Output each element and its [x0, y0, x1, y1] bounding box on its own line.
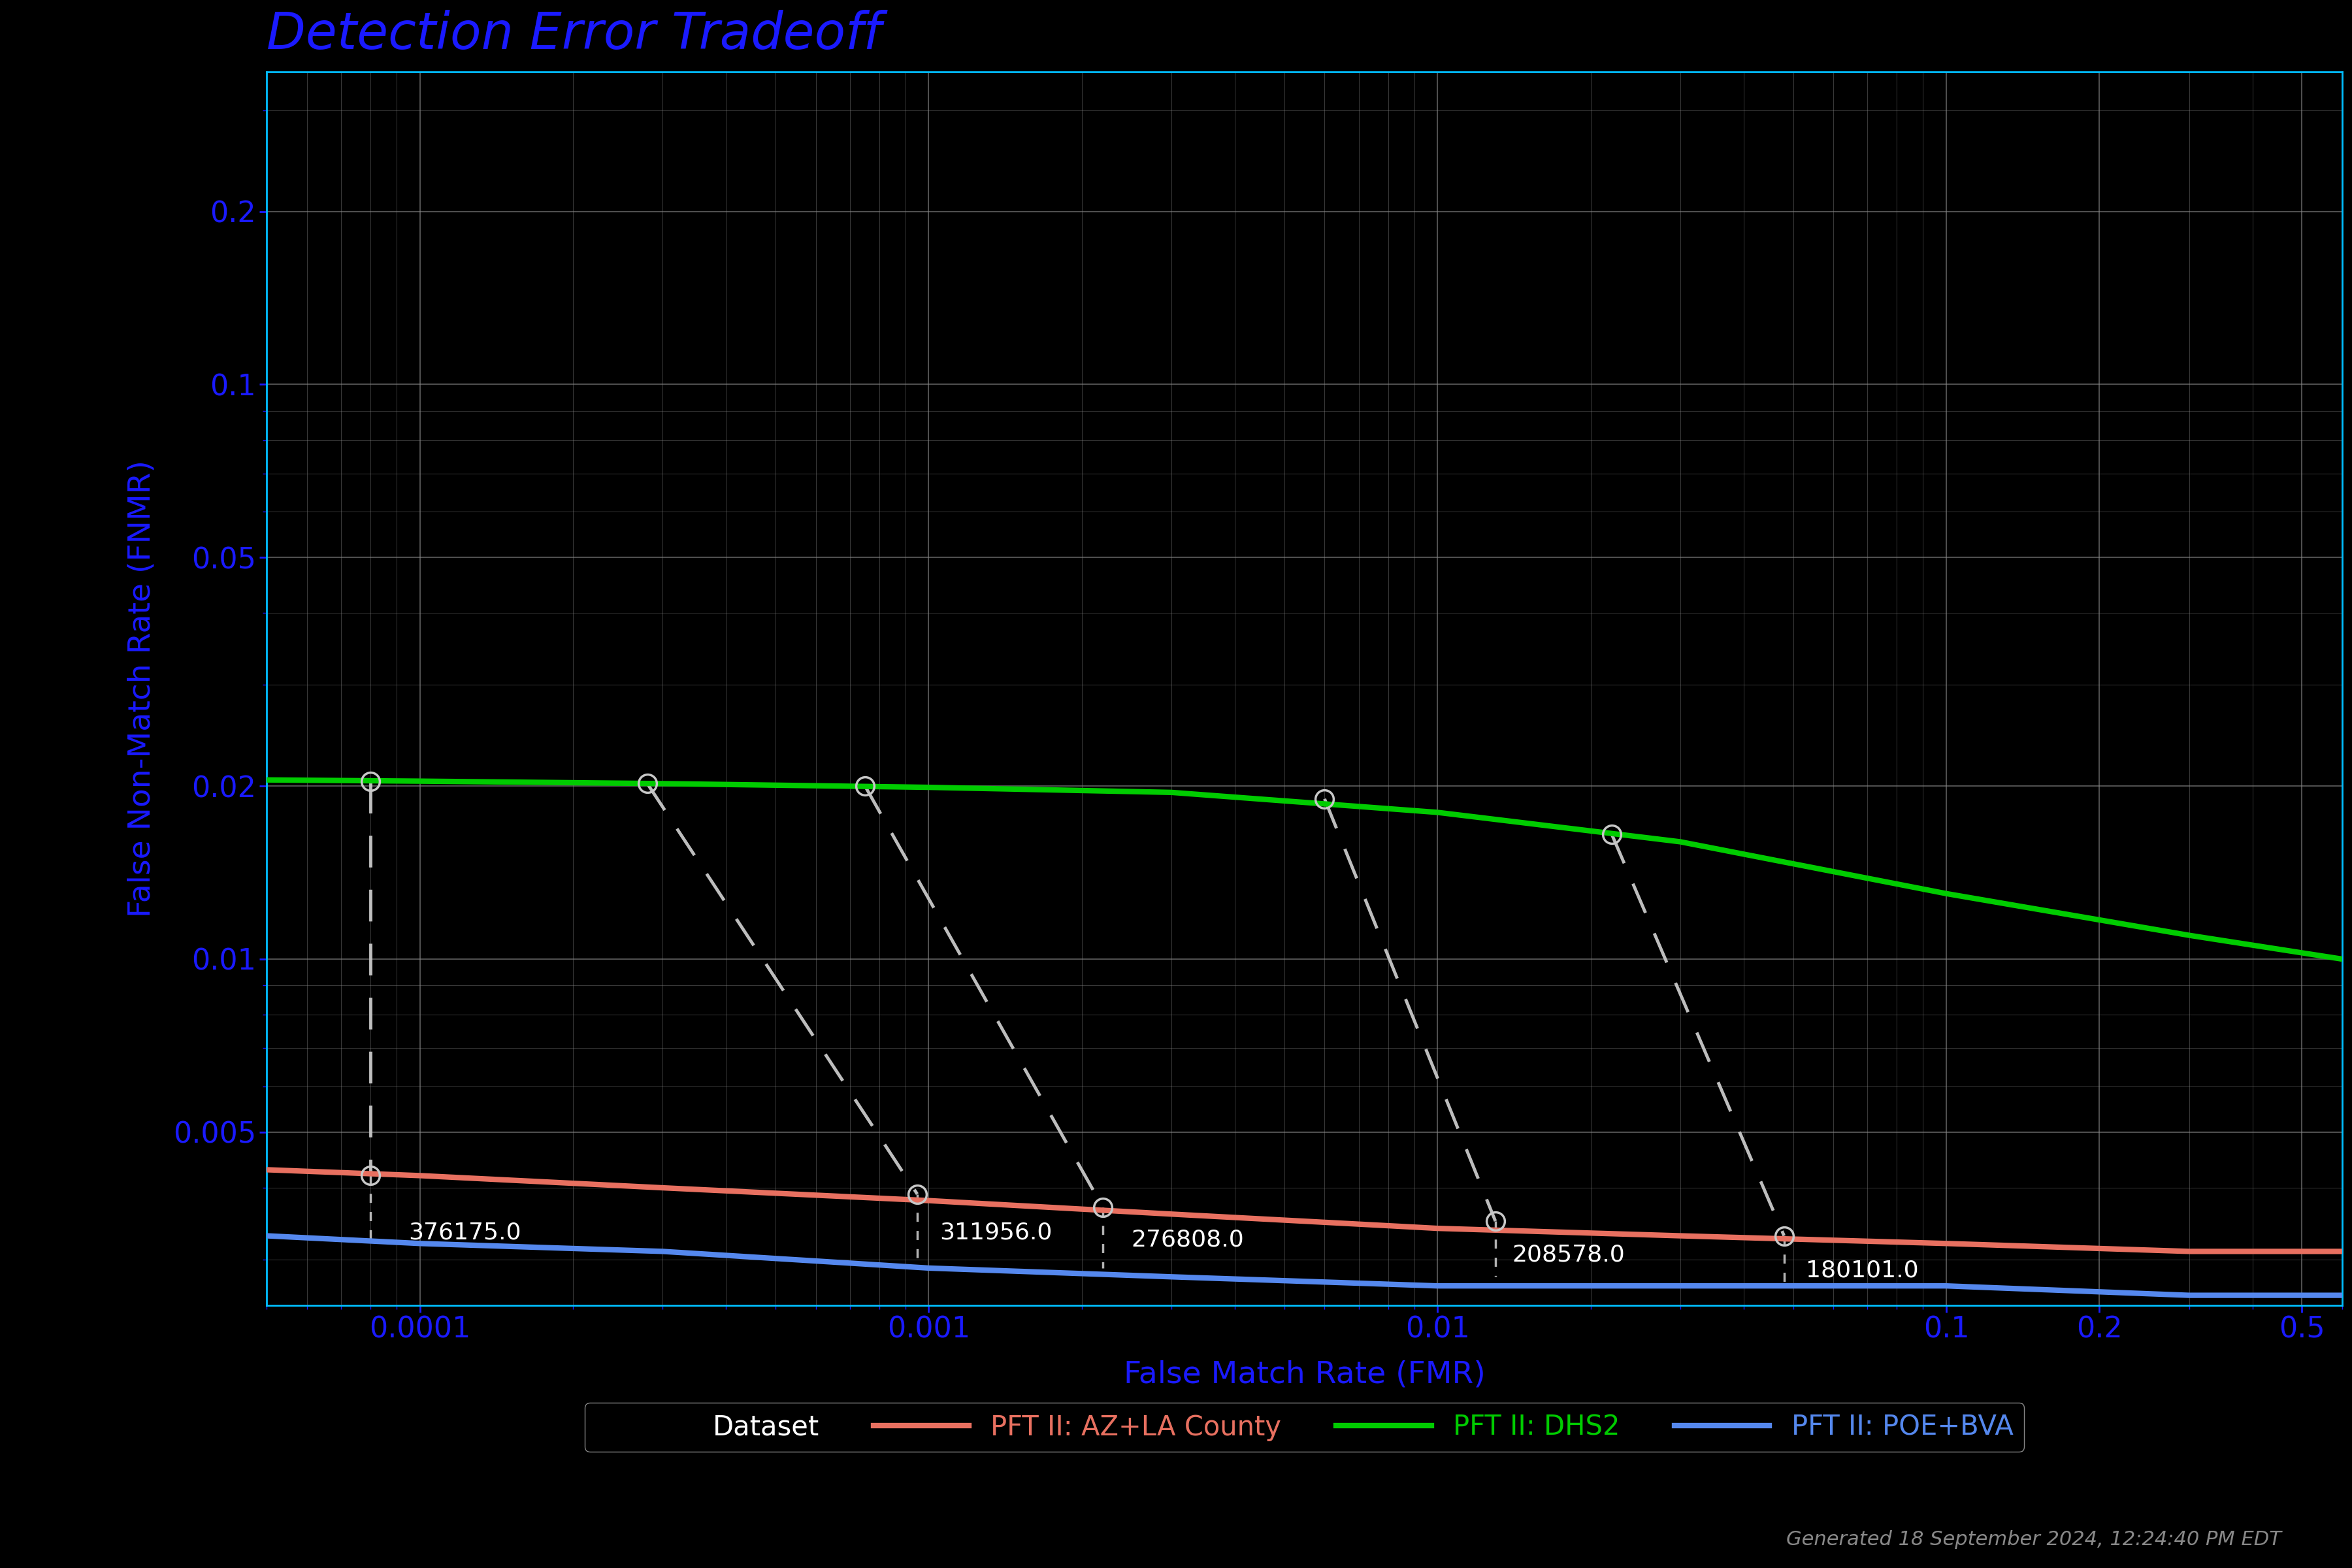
X-axis label: False Match Rate (FMR): False Match Rate (FMR)	[1124, 1359, 1486, 1389]
Text: 376175.0: 376175.0	[409, 1221, 522, 1243]
Y-axis label: False Non-Match Rate (FNMR): False Non-Match Rate (FNMR)	[127, 459, 158, 917]
Text: Generated 18 September 2024, 12:24:40 PM EDT: Generated 18 September 2024, 12:24:40 PM…	[1785, 1530, 2281, 1549]
Text: 311956.0: 311956.0	[938, 1221, 1051, 1243]
Text: 180101.0: 180101.0	[1806, 1259, 1919, 1281]
Text: 276808.0: 276808.0	[1131, 1228, 1244, 1251]
Text: 208578.0: 208578.0	[1512, 1243, 1625, 1265]
Legend: Dataset, PFT II: AZ+LA County, PFT II: DHS2, PFT II: POE+BVA: Dataset, PFT II: AZ+LA County, PFT II: D…	[586, 1403, 2025, 1452]
Text: Detection Error Tradeoff: Detection Error Tradeoff	[266, 9, 882, 60]
